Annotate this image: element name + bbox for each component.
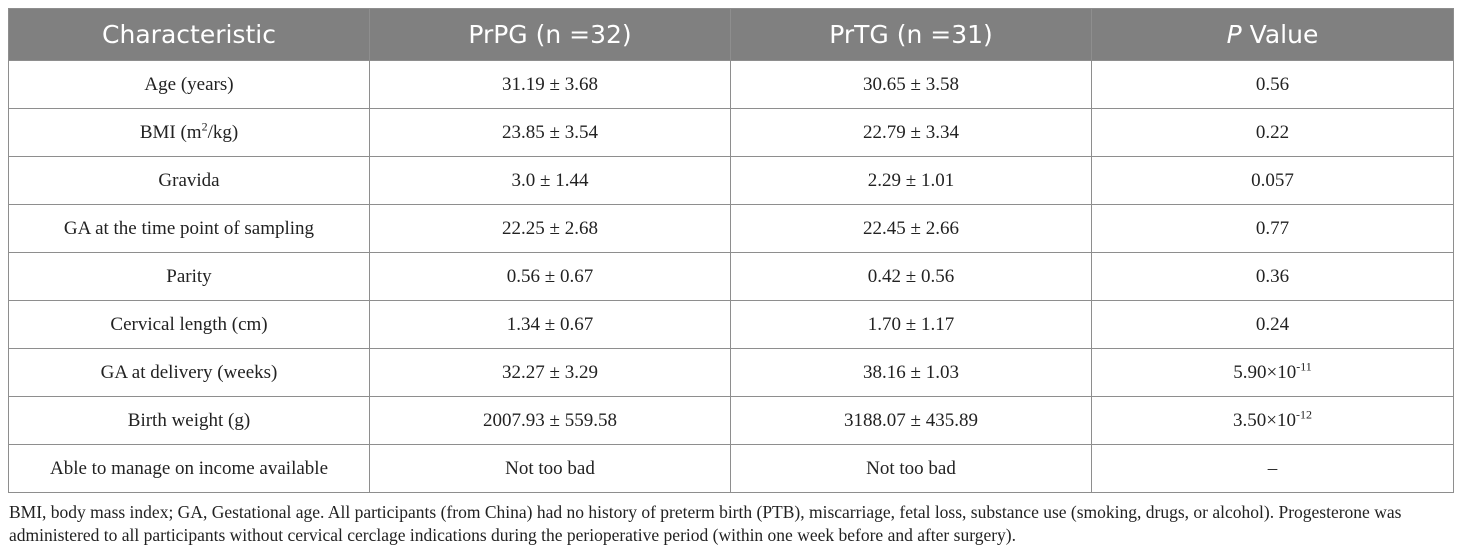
cell-prpg: 31.19 ± 3.68 [369, 60, 731, 109]
cell-prpg: 3.0 ± 1.44 [369, 156, 731, 205]
table-container: Characteristic PrPG (n =32) PrTG (n =31)… [8, 8, 1454, 547]
row-label: Cervical length (cm) [8, 300, 370, 349]
table-row: Age (years) 31.19 ± 3.68 30.65 ± 3.58 0.… [8, 60, 1454, 109]
table-row: Birth weight (g) 2007.93 ± 559.58 3188.0… [8, 396, 1454, 445]
cell-p-value: – [1091, 444, 1454, 493]
cell-p-value: 5.90×10-11 [1091, 348, 1454, 397]
cell-prtg: 1.70 ± 1.17 [730, 300, 1092, 349]
table-header-row: Characteristic PrPG (n =32) PrTG (n =31)… [8, 8, 1454, 61]
row-label: BMI (m2/kg) [8, 108, 370, 157]
cell-p-value: 0.56 [1091, 60, 1454, 109]
cell-prtg: 30.65 ± 3.58 [730, 60, 1092, 109]
header-prpg: PrPG (n =32) [369, 8, 731, 61]
row-label: Able to manage on income available [8, 444, 370, 493]
cell-prtg: 0.42 ± 0.56 [730, 252, 1092, 301]
header-characteristic: Characteristic [8, 8, 370, 61]
header-p-value: P Value [1091, 8, 1454, 61]
table-row: Parity 0.56 ± 0.67 0.42 ± 0.56 0.36 [8, 252, 1454, 301]
p-value-base: 3.50×10 [1233, 409, 1296, 431]
cell-prtg: 3188.07 ± 435.89 [730, 396, 1092, 445]
row-label-pre: BMI (m [139, 121, 202, 143]
row-label: Gravida [8, 156, 370, 205]
cell-prpg: 1.34 ± 0.67 [369, 300, 731, 349]
cell-p-value: 3.50×10-12 [1091, 396, 1454, 445]
cell-prpg: 2007.93 ± 559.58 [369, 396, 731, 445]
row-label-post: /kg) [207, 121, 239, 143]
cell-prpg: 0.56 ± 0.67 [369, 252, 731, 301]
table-row: Cervical length (cm) 1.34 ± 0.67 1.70 ± … [8, 300, 1454, 349]
cell-p-value: 0.22 [1091, 108, 1454, 157]
cell-p-value: 0.36 [1091, 252, 1454, 301]
table-row: GA at the time point of sampling 22.25 ±… [8, 204, 1454, 253]
row-label: Age (years) [8, 60, 370, 109]
cell-prpg: 32.27 ± 3.29 [369, 348, 731, 397]
table-row: Able to manage on income available Not t… [8, 444, 1454, 493]
table-row: Gravida 3.0 ± 1.44 2.29 ± 1.01 0.057 [8, 156, 1454, 205]
row-label: GA at the time point of sampling [8, 204, 370, 253]
table-footnote: BMI, body mass index; GA, Gestational ag… [9, 502, 1402, 545]
header-p-rest: Value [1241, 20, 1319, 49]
header-prtg: PrTG (n =31) [730, 8, 1092, 61]
cell-prpg: 22.25 ± 2.68 [369, 204, 731, 253]
cell-p-value: 0.24 [1091, 300, 1454, 349]
table-row: GA at delivery (weeks) 32.27 ± 3.29 38.1… [8, 348, 1454, 397]
header-p-italic: P [1226, 20, 1242, 49]
p-value-exponent: -11 [1296, 359, 1312, 374]
cell-p-value: 0.77 [1091, 204, 1454, 253]
table-row: BMI (m2/kg) 23.85 ± 3.54 22.79 ± 3.34 0.… [8, 108, 1454, 157]
row-label: GA at delivery (weeks) [8, 348, 370, 397]
cell-prtg: 22.45 ± 2.66 [730, 204, 1092, 253]
cell-prpg: 23.85 ± 3.54 [369, 108, 731, 157]
row-label-sup: 2 [201, 119, 208, 134]
row-label: Parity [8, 252, 370, 301]
cell-p-value: 0.057 [1091, 156, 1454, 205]
cell-prtg: 38.16 ± 1.03 [730, 348, 1092, 397]
cell-prpg: Not too bad [369, 444, 731, 493]
cell-prtg: 22.79 ± 3.34 [730, 108, 1092, 157]
cell-prtg: Not too bad [730, 444, 1092, 493]
characteristics-table: Characteristic PrPG (n =32) PrTG (n =31)… [8, 8, 1454, 493]
cell-prtg: 2.29 ± 1.01 [730, 156, 1092, 205]
p-value-exponent: -12 [1295, 407, 1312, 422]
p-value-base: 5.90×10 [1233, 361, 1297, 383]
row-label: Birth weight (g) [8, 396, 370, 445]
